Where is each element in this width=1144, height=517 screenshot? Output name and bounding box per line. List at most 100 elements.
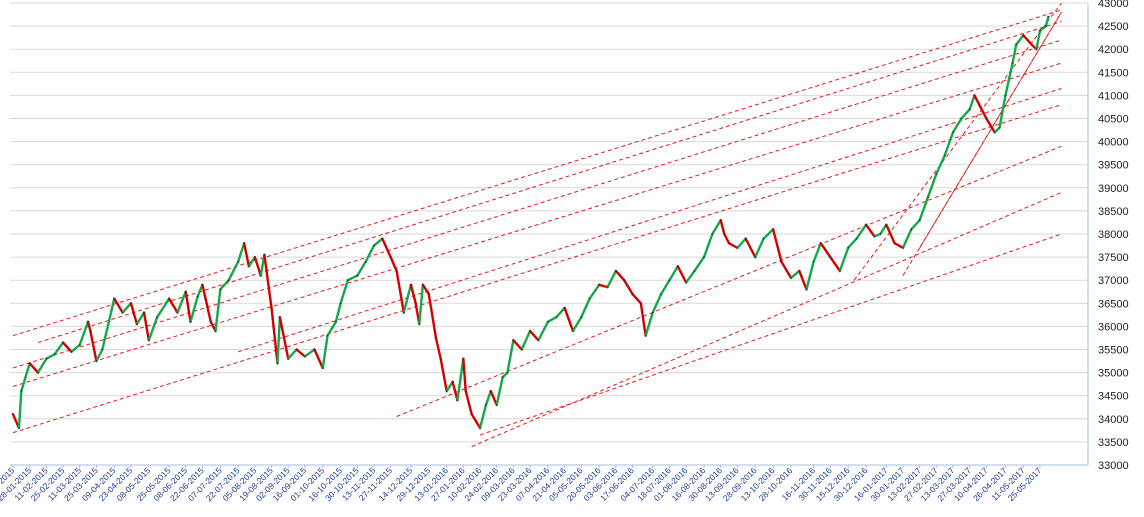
- series-segment-up: [147, 315, 159, 342]
- data-point: [754, 256, 757, 258]
- series-segment-up: [1038, 24, 1048, 32]
- data-point: [451, 381, 454, 383]
- series-segment-down: [389, 255, 398, 273]
- series-segment-down: [167, 297, 179, 314]
- series-segment-up: [287, 348, 298, 360]
- series-segment-down: [427, 292, 438, 340]
- series-segment-up: [321, 334, 329, 370]
- series-segment-down: [978, 103, 988, 120]
- data-point: [598, 284, 600, 286]
- series-segment-up: [364, 244, 376, 263]
- data-point: [335, 320, 337, 323]
- data-point: [873, 235, 876, 238]
- data-point: [143, 311, 145, 314]
- data-point: [693, 270, 696, 272]
- series-segment-up: [247, 255, 257, 268]
- data-point: [998, 126, 1001, 129]
- data-point: [428, 293, 430, 295]
- data-point: [885, 223, 888, 226]
- series-segment-up: [78, 320, 90, 347]
- data-point: [973, 94, 976, 97]
- series-segment-up: [418, 283, 425, 326]
- data-point: [993, 131, 996, 134]
- series-segment-up: [668, 265, 680, 282]
- series-segment-up: [659, 279, 671, 296]
- data-point: [414, 302, 417, 305]
- y-tick-label: 33500: [1098, 437, 1129, 449]
- data-point: [927, 196, 929, 198]
- series-segment-down: [727, 242, 739, 250]
- series-segment-down: [464, 389, 473, 416]
- data-point: [95, 360, 98, 362]
- data-point: [263, 253, 266, 256]
- series-segment-down: [614, 269, 626, 282]
- series-segment-down: [451, 380, 459, 402]
- series-segment-down: [639, 302, 647, 337]
- data-point: [184, 290, 187, 293]
- series-segment-down: [723, 232, 731, 245]
- data-point: [1045, 25, 1047, 27]
- series-segment-up: [135, 311, 146, 326]
- series-segment-up: [36, 357, 48, 374]
- data-point: [537, 339, 540, 342]
- data-point: [952, 131, 954, 134]
- series-segment-up: [121, 302, 133, 314]
- data-point: [555, 316, 558, 318]
- data-point: [168, 297, 170, 300]
- data-point: [381, 237, 384, 240]
- series-segment-down: [86, 320, 92, 333]
- price-series: [11, 15, 1050, 430]
- series-segment-up: [910, 218, 921, 231]
- series-segment-down: [771, 228, 783, 263]
- data-point: [677, 265, 679, 268]
- data-point: [812, 260, 815, 263]
- data-point: [615, 270, 617, 272]
- data-point: [631, 293, 634, 295]
- series-segment-up: [445, 380, 454, 393]
- data-point: [660, 293, 662, 295]
- data-point: [219, 288, 222, 291]
- data-point: [287, 357, 290, 360]
- series-segment-up: [736, 237, 747, 250]
- series-segment-up: [20, 362, 31, 393]
- series-segment-up: [1004, 61, 1014, 97]
- trendline: [238, 87, 1062, 353]
- data-point: [865, 223, 867, 226]
- data-point: [847, 247, 849, 249]
- data-point: [606, 286, 609, 288]
- series-segment-up: [227, 260, 240, 282]
- data-point: [304, 355, 306, 358]
- data-point: [703, 256, 705, 258]
- data-point: [279, 316, 281, 318]
- data-point: [943, 154, 946, 157]
- data-point: [711, 233, 714, 235]
- series-segment-up: [702, 232, 714, 259]
- y-tick-label: 34500: [1098, 391, 1129, 403]
- series-segment-up: [754, 237, 765, 259]
- data-point: [439, 357, 442, 360]
- series-segment-up: [918, 195, 930, 222]
- data-point: [978, 103, 981, 106]
- series-segment-down: [278, 315, 290, 360]
- data-point: [935, 173, 938, 175]
- data-point: [243, 242, 245, 245]
- series-segment-up: [346, 274, 359, 282]
- series-segment-down: [263, 253, 273, 310]
- data-point: [201, 284, 204, 286]
- series-segment-up: [838, 246, 850, 273]
- series-segment-up: [456, 357, 465, 402]
- series-segment-up: [1035, 29, 1042, 51]
- data-point: [196, 295, 199, 298]
- series-segment-down: [973, 94, 981, 106]
- series-segment-up: [155, 297, 171, 319]
- data-point: [87, 320, 89, 323]
- data-point: [572, 330, 574, 332]
- series-segment-down: [439, 357, 448, 393]
- data-point: [364, 260, 367, 263]
- data-point: [464, 390, 467, 392]
- y-tick-label: 36500: [1098, 298, 1129, 310]
- data-point: [968, 108, 971, 111]
- data-point: [456, 399, 459, 402]
- series-segment-down: [61, 341, 73, 354]
